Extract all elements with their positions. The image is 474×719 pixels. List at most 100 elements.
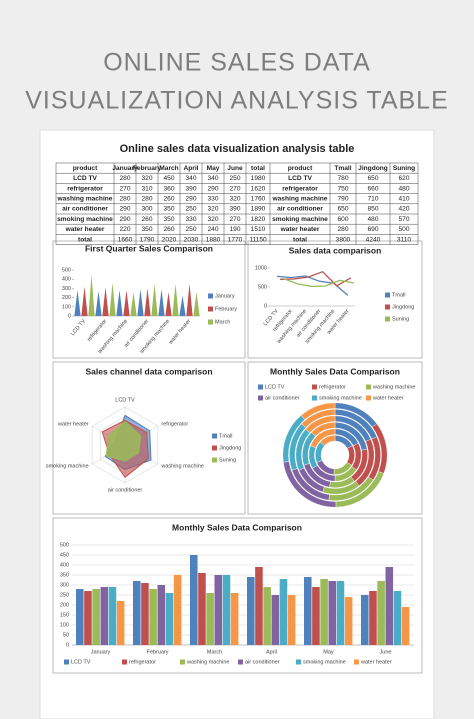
table-cell: 300 [141, 206, 152, 213]
table-cell: 650 [337, 206, 348, 213]
chart-panel [247, 361, 423, 515]
column-header: Jingdong [358, 165, 388, 172]
legend-label: February [215, 306, 237, 312]
table-cell: 260 [163, 195, 174, 202]
chart-panel [52, 240, 246, 359]
legend-label: Jingdong [219, 445, 241, 451]
bar [206, 593, 214, 645]
table-cell: 1770 [228, 236, 243, 243]
y-tick-label: 200 [60, 602, 69, 608]
table-cell: 1620 [251, 185, 266, 192]
table-cell: 4240 [366, 236, 381, 243]
legend-label: smoking machine [319, 395, 362, 401]
table-cell: 320 [229, 195, 240, 202]
x-tick-label: March [207, 649, 222, 655]
column-header: May [207, 165, 220, 172]
table-cell: 500 [398, 226, 409, 233]
table-cell: 450 [163, 175, 174, 182]
table-cell: 290 [207, 185, 218, 192]
legend-swatch [354, 659, 359, 665]
table-cell: 480 [367, 216, 378, 223]
x-tick-label: June [380, 649, 392, 655]
legend-label: water heater [372, 395, 404, 401]
bar [393, 591, 402, 645]
table-cell: LCD TV [288, 175, 312, 182]
table-cell: 710 [367, 195, 378, 202]
table-cell: 350 [163, 216, 174, 223]
table-cell: 340 [207, 175, 218, 182]
cone [74, 290, 81, 316]
legend-swatch [312, 384, 317, 390]
y-tick-label: 0 [264, 303, 267, 309]
y-tick-label: 300 [60, 582, 69, 588]
legend-label: water heater [360, 659, 392, 665]
cone [88, 274, 95, 316]
y-tick-label: 0 [68, 313, 71, 319]
legend-swatch [212, 433, 217, 439]
legend-swatch [385, 292, 390, 298]
table-cell: 2020 [162, 236, 177, 243]
cone [123, 290, 130, 316]
table-cell: 620 [398, 175, 409, 182]
table-cell: 3800 [336, 236, 351, 243]
table-cell: smoking machine [57, 216, 113, 223]
table-cell: 330 [207, 195, 218, 202]
cone [130, 292, 137, 316]
legend-swatch [296, 659, 301, 665]
cone [109, 282, 116, 316]
legend-swatch [385, 316, 390, 322]
bar [108, 587, 117, 645]
legend-swatch [238, 659, 243, 665]
cone [186, 283, 193, 316]
legend-label: washing machine [186, 659, 230, 665]
cone [158, 289, 165, 316]
axis-label: smoking machine [46, 463, 89, 469]
page-title: ONLINE SALES DATA [103, 49, 371, 77]
column-header: June [227, 165, 243, 172]
table-cell: 290 [119, 216, 130, 223]
table-cell: washing machine [272, 195, 328, 202]
table-cell: 750 [337, 185, 348, 192]
table-cell: 780 [337, 175, 348, 182]
bar [157, 585, 166, 645]
legend-label: Tmall [219, 433, 232, 439]
bar [401, 607, 410, 645]
cone [95, 291, 102, 316]
bar [141, 583, 149, 645]
bar [303, 577, 312, 645]
chart-panel [52, 361, 246, 515]
legend-label: Jingdong [392, 304, 414, 310]
table-cell: 250 [185, 226, 196, 233]
doughnut-segment [311, 422, 336, 437]
table-cell: 570 [398, 216, 409, 223]
bar [377, 581, 385, 645]
bar [198, 573, 206, 645]
table-cell: 280 [119, 175, 130, 182]
cone [102, 287, 109, 316]
chart-panel [52, 517, 423, 674]
bar [116, 601, 125, 645]
bar [369, 591, 377, 645]
legend-swatch [64, 659, 69, 665]
x-tick-label: May [323, 649, 334, 655]
legend-label: Suning [392, 316, 409, 322]
bar [312, 587, 320, 645]
legend-label: LCD TV [71, 659, 91, 665]
sheet-title: Online sales data visualization analysis… [120, 143, 355, 155]
legend-swatch [366, 384, 371, 390]
chart-title: Monthly Sales Data Comparison [270, 366, 400, 376]
legend-label: Suning [219, 457, 236, 463]
legend-label: smoking machine [303, 659, 346, 665]
legend-swatch [385, 304, 390, 310]
axis-label: LCD TV [115, 397, 135, 403]
line [282, 277, 355, 288]
y-tick-label: 0 [66, 642, 69, 648]
table-cell: 1760 [251, 195, 266, 202]
column-header: April [183, 165, 198, 172]
cone [165, 292, 172, 316]
table-cell: 660 [367, 185, 378, 192]
chart-title: First Quarter Sales Comparison [85, 243, 213, 253]
bar [173, 575, 182, 645]
table-cell: 330 [185, 216, 196, 223]
